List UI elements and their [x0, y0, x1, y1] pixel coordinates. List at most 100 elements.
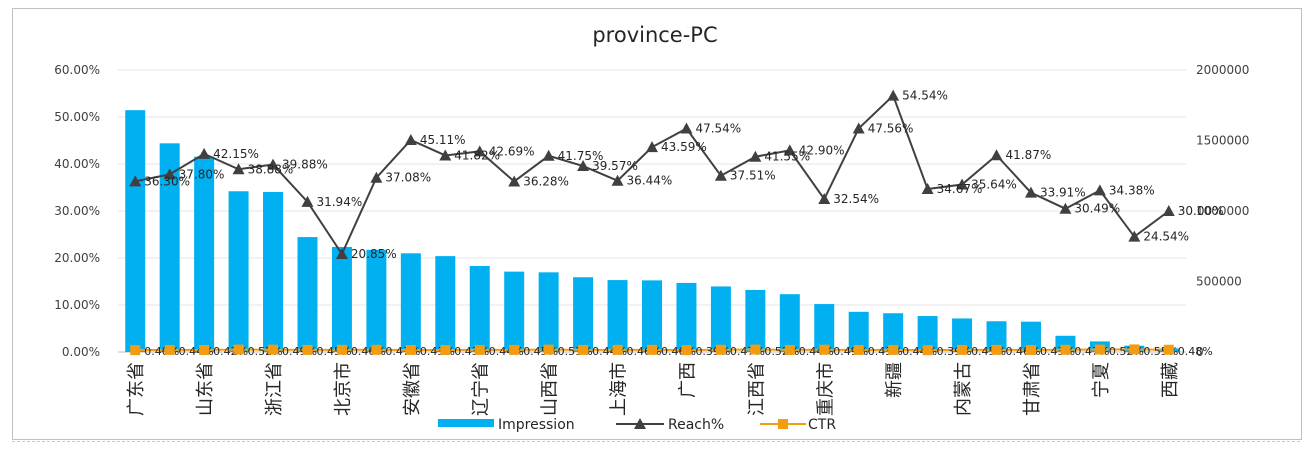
ctr-marker — [1129, 344, 1140, 355]
impression-bar — [504, 271, 525, 352]
right-tick-label: 2000000 — [1196, 63, 1249, 77]
reach-marker — [818, 193, 831, 205]
reach-marker — [1059, 202, 1072, 214]
ctr-marker — [405, 344, 416, 355]
ctr-marker — [819, 344, 830, 355]
right-tick-label: 1500000 — [1196, 134, 1249, 148]
impression-bar — [159, 143, 180, 352]
ctr-marker — [681, 345, 692, 356]
impression-bar — [331, 246, 352, 352]
left-tick-label: 40.00% — [54, 157, 100, 171]
x-tick-label: 新疆 — [884, 362, 905, 398]
reach-data-label: 45.11% — [420, 133, 466, 147]
ctr-marker — [336, 344, 347, 355]
reach-marker — [680, 122, 693, 134]
ctr-line: 0.40% 0.44% 0.42% 0.52% 0.49% 0.45% 0.46% 0.47%… — [130, 344, 1213, 358]
reach-data-label: 54.54% — [902, 89, 948, 103]
ctr-marker — [543, 344, 554, 355]
impression-bar — [814, 304, 835, 352]
ctr-marker — [474, 344, 485, 355]
ctr-marker — [302, 344, 313, 355]
x-tick-label: 上海市 — [609, 362, 630, 416]
x-tick-label: 山西省 — [540, 362, 561, 416]
x-tick-label: 西藏 — [1160, 362, 1181, 398]
right-axis: 2000000 1500000 1000000 500000 0 — [1196, 63, 1249, 359]
legend: Impression Reach% CTR — [438, 417, 836, 433]
ctr-marker — [888, 344, 899, 355]
chart-title: province-PC — [592, 23, 717, 47]
reach-marker — [404, 133, 417, 145]
reach-data-label: 41.87% — [1006, 148, 1052, 162]
x-tick-label: 广东省 — [126, 362, 147, 416]
reach-marker — [714, 169, 727, 181]
ctr-marker — [1163, 344, 1174, 355]
reach-marker — [163, 168, 176, 180]
impression-bar — [573, 277, 594, 352]
reach-data-label: 41.82% — [454, 148, 500, 162]
reach-marker — [990, 149, 1003, 161]
ctr-marker — [164, 344, 175, 355]
reach-marker — [921, 183, 934, 195]
ctr-marker — [922, 345, 933, 356]
reach-marker — [198, 147, 211, 159]
ctr-marker — [853, 344, 864, 355]
x-tick-label: 重庆市 — [815, 362, 836, 416]
reach-marker — [611, 174, 624, 186]
impression-bar — [400, 253, 421, 352]
left-tick-label: 0.00% — [62, 345, 100, 359]
ctr-marker — [957, 344, 968, 355]
reach-data-label: 24.54% — [1143, 230, 1189, 244]
reach-data-label: 42.69% — [489, 144, 535, 158]
impression-bars — [125, 110, 1179, 352]
x-tick-label: 辽宁省 — [471, 362, 492, 416]
impression-bar — [779, 294, 800, 352]
reach-data-label: 41.55% — [764, 150, 810, 164]
reach-marker — [335, 248, 348, 260]
impression-bar — [366, 249, 387, 352]
ctr-marker — [268, 344, 279, 355]
impression-bar — [263, 191, 284, 352]
reach-data-label: 30.49% — [1074, 202, 1120, 216]
reach-data-label: 47.54% — [695, 122, 741, 136]
ctr-marker — [578, 344, 589, 355]
ctr-marker — [130, 345, 141, 356]
ctr-marker — [612, 344, 623, 355]
impression-bar — [435, 256, 456, 352]
reach-data-label: 33.91% — [1040, 186, 1086, 200]
reach-data-label: 31.94% — [316, 195, 362, 209]
reach-data-label: 43.59% — [661, 140, 707, 154]
left-tick-label: 50.00% — [54, 110, 100, 124]
left-tick-label: 20.00% — [54, 251, 100, 265]
impression-bar — [228, 191, 249, 352]
left-tick-label: 60.00% — [54, 63, 100, 77]
impression-bar — [883, 313, 904, 352]
reach-data-label: 35.64% — [971, 177, 1017, 191]
chart-frame — [12, 8, 1302, 440]
impression-bar — [642, 280, 662, 352]
reach-marker — [232, 163, 245, 175]
ctr-marker — [784, 344, 795, 355]
reach-data-label: 32.54% — [833, 192, 879, 206]
reach-marker — [542, 149, 555, 161]
ctr-marker — [647, 344, 657, 355]
impression-bar — [1020, 321, 1041, 352]
ctr-marker — [440, 344, 451, 355]
impression-bar — [710, 286, 731, 352]
reach-data-label: 41.75% — [558, 149, 604, 163]
reach-marker — [1093, 184, 1106, 196]
x-tick-label: 山东省 — [195, 362, 216, 416]
impression-bar — [469, 265, 490, 352]
right-tick-label: 1000000 — [1196, 204, 1249, 218]
x-tick-label: 浙江省 — [264, 362, 285, 416]
impression-bar — [952, 318, 973, 352]
ctr-marker — [371, 344, 382, 355]
ctr-marker — [715, 344, 726, 355]
reach-marker — [783, 144, 796, 156]
x-tick-label: 江西省 — [746, 362, 767, 416]
impression-bar — [676, 282, 697, 352]
reach-marker — [1128, 230, 1141, 242]
reach-line: 36.30%37.80% 42.15%38.88%39.88% 31.94% 20.8… — [129, 89, 1224, 261]
x-tick-label: 北京市 — [333, 362, 354, 416]
impression-bar — [917, 316, 938, 352]
